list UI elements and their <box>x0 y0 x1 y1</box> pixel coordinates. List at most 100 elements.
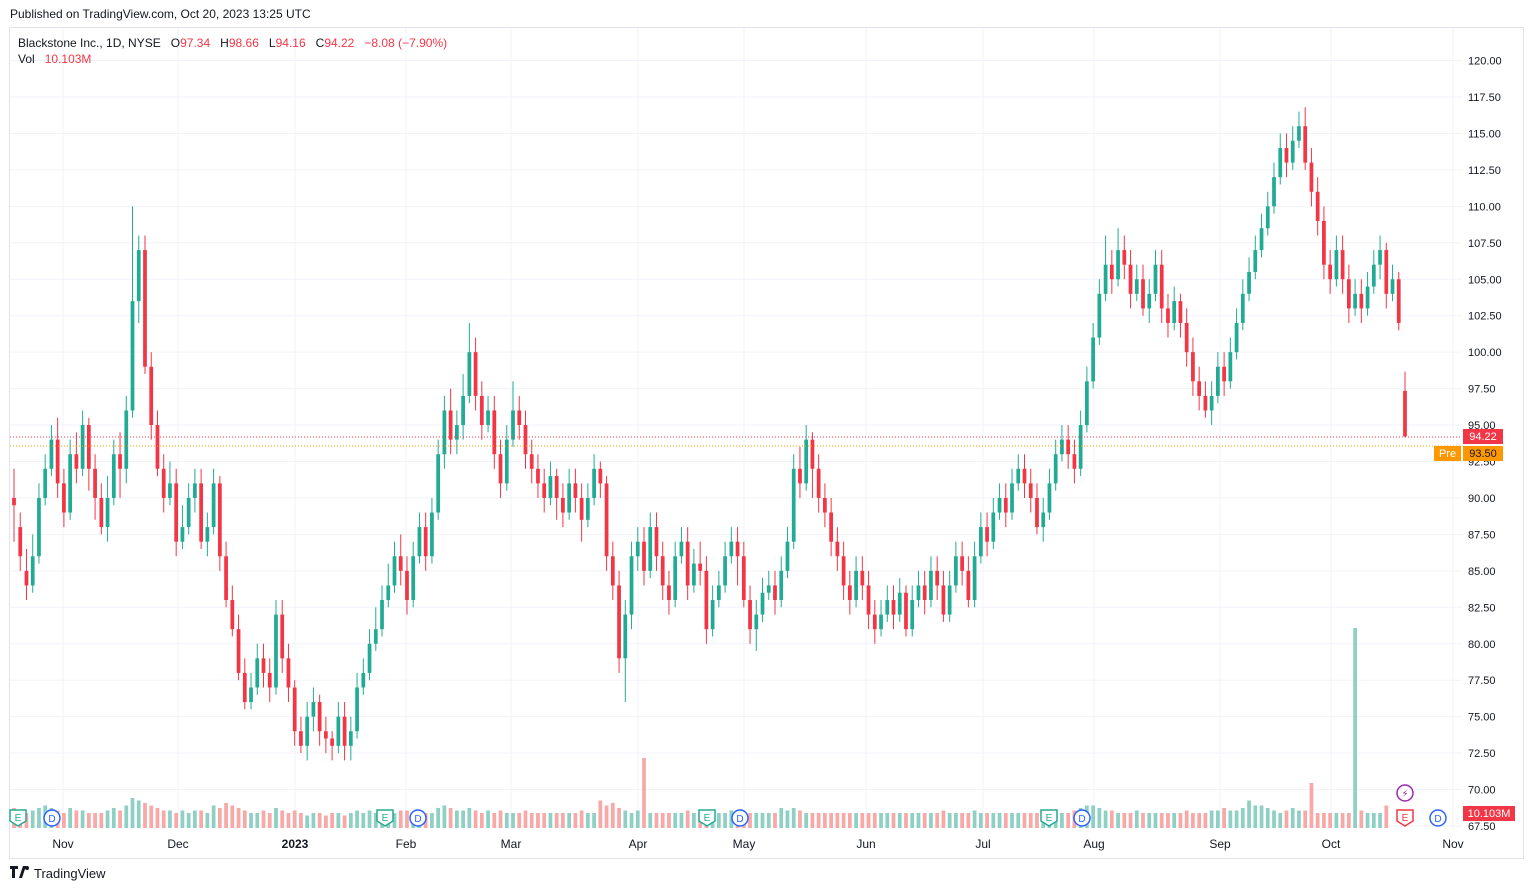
earnings-marker[interactable]: E <box>376 809 394 827</box>
earnings-marker[interactable]: E <box>1396 809 1414 827</box>
earnings-marker[interactable]: E <box>1040 809 1058 827</box>
dividend-marker[interactable]: D <box>731 809 749 827</box>
candle-body <box>292 687 297 732</box>
volume-bar <box>679 813 684 828</box>
volume-bar <box>299 813 303 828</box>
candle-body <box>692 563 696 586</box>
candle-body <box>1384 250 1389 294</box>
candle-body <box>1353 293 1357 309</box>
earnings-marker[interactable]: E <box>9 809 27 827</box>
volume-bar <box>1122 813 1127 828</box>
candle-body <box>1290 140 1295 163</box>
candle-body <box>249 687 253 703</box>
candle-body <box>972 556 977 601</box>
candle-body <box>62 483 66 513</box>
candle-body <box>86 425 91 469</box>
footer-brand[interactable]: TradingView <box>34 866 106 881</box>
candle-body <box>1315 191 1320 221</box>
candle-body <box>1303 126 1308 163</box>
volume-bar <box>330 813 334 828</box>
volume-bar <box>392 813 397 828</box>
candle-body <box>193 483 197 498</box>
volume-bar <box>361 813 366 828</box>
candle-body <box>1228 352 1233 382</box>
candle-body <box>860 570 865 586</box>
candle-body <box>80 425 85 469</box>
candle-body <box>960 556 964 571</box>
candle-body <box>1309 162 1314 192</box>
candle-body <box>879 614 883 630</box>
candle-body <box>966 570 971 601</box>
candle-body <box>1197 381 1202 396</box>
candle-body <box>997 497 1002 513</box>
dividend-marker[interactable]: D <box>43 809 61 827</box>
candle-body <box>486 410 490 426</box>
open-value: 97.34 <box>180 36 211 50</box>
candle-body <box>1003 497 1008 513</box>
volume-bar <box>80 810 85 828</box>
volume-bar <box>629 813 634 828</box>
volume-bar <box>405 810 409 828</box>
low-label: L <box>268 36 276 50</box>
candle-body <box>1060 439 1064 455</box>
split-marker[interactable]: ⚡ <box>1396 784 1414 802</box>
volume-bar <box>68 808 73 828</box>
dividend-marker[interactable]: D <box>409 809 427 827</box>
candle-body <box>866 585 871 615</box>
candle-body <box>111 454 116 498</box>
volume-bar <box>748 813 752 828</box>
volume-bar <box>617 808 621 828</box>
candle-body <box>1010 483 1014 513</box>
volume-bar <box>1035 813 1039 828</box>
y-tick-label: 110.00 <box>1468 201 1501 213</box>
volume-bar <box>1303 810 1308 828</box>
candle-body <box>267 672 272 688</box>
candle-body <box>1215 366 1220 396</box>
candle-body <box>1078 425 1083 469</box>
candle-body <box>904 592 908 630</box>
candle-body <box>37 497 41 557</box>
vol-value: 10.103M <box>44 52 92 66</box>
symbol-title[interactable]: Blackstone Inc., 1D, NYSE <box>18 36 161 50</box>
candle-body <box>93 468 97 498</box>
x-tick-label: Oct <box>1322 837 1341 851</box>
dividend-marker[interactable]: D <box>1073 809 1091 827</box>
candle-body <box>205 527 210 542</box>
candle-body <box>1278 148 1283 178</box>
volume-bar <box>1203 813 1208 828</box>
earnings-marker[interactable]: E <box>698 809 716 827</box>
candle-body <box>430 512 434 557</box>
candle-body <box>1390 279 1395 294</box>
candle-body <box>1259 228 1264 251</box>
chart-grid <box>10 28 1462 828</box>
volume-bar <box>567 813 572 828</box>
volume-bar <box>292 810 297 828</box>
volume-bar <box>754 813 759 828</box>
svg-text:D: D <box>414 814 421 825</box>
candle-body <box>68 454 73 513</box>
y-tick-label: 80.00 <box>1468 639 1496 651</box>
candle-body <box>1128 264 1133 294</box>
volume-bar <box>261 810 266 828</box>
volume-bar <box>929 813 933 828</box>
candle-body <box>99 497 104 528</box>
candle-body <box>1066 439 1071 455</box>
candle-body <box>168 483 172 498</box>
volume-bar <box>149 805 154 828</box>
volume-bar <box>891 813 896 828</box>
volume-bar <box>991 813 996 828</box>
volume-bar <box>186 813 191 828</box>
candle-body <box>299 731 303 746</box>
tradingview-logo-icon[interactable] <box>10 866 30 881</box>
volume-bar <box>355 810 359 828</box>
volume-bar <box>242 810 247 828</box>
dividend-marker[interactable]: D <box>1429 809 1447 827</box>
candle-body <box>186 497 191 528</box>
y-tick-label: 100.00 <box>1468 347 1502 359</box>
candle-body <box>130 301 135 411</box>
volume-bar <box>716 813 721 828</box>
y-tick-label: 75.00 <box>1468 712 1496 724</box>
candle-body <box>604 483 609 557</box>
volume-bar <box>1328 813 1333 828</box>
